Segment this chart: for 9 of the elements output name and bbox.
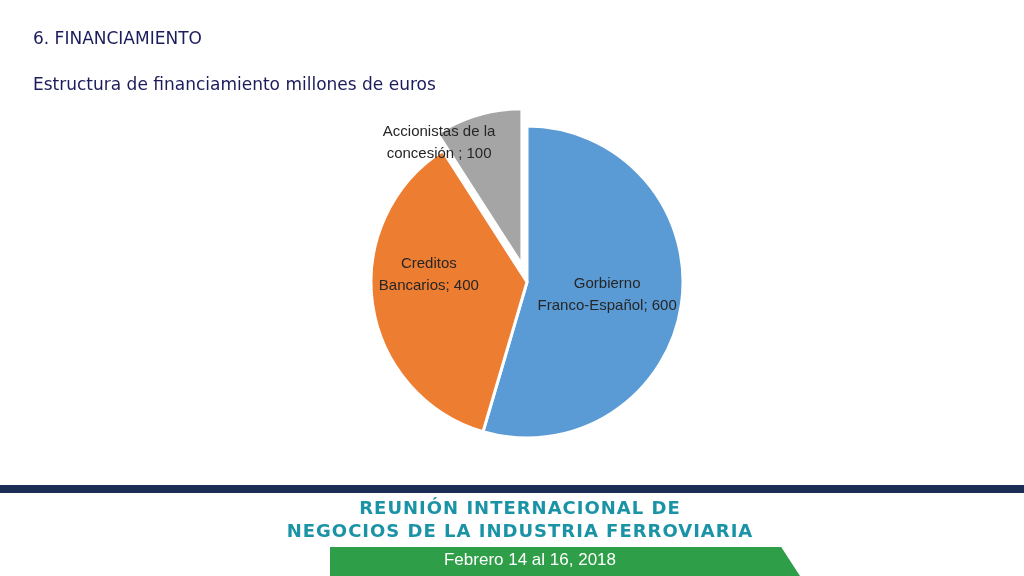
text: Estructura de financiamiento millones de euros bbox=[33, 73, 436, 94]
text: REUNIÓN INTERNACIONAL DE bbox=[358, 497, 682, 518]
data-label: ; 600 bbox=[643, 296, 677, 314]
data-label: ; 100 bbox=[458, 143, 492, 161]
text: Febrero 14 al 16, 2018 bbox=[443, 550, 617, 570]
text: 6. FINANCIAMIENTO bbox=[33, 27, 202, 48]
data-label: ; 400 bbox=[445, 276, 479, 294]
slice-label: Gorbierno Franco-Español bbox=[537, 274, 644, 314]
text: NEGOCIOS DE LA INDUSTRIA FERROVIARIA bbox=[285, 520, 755, 541]
